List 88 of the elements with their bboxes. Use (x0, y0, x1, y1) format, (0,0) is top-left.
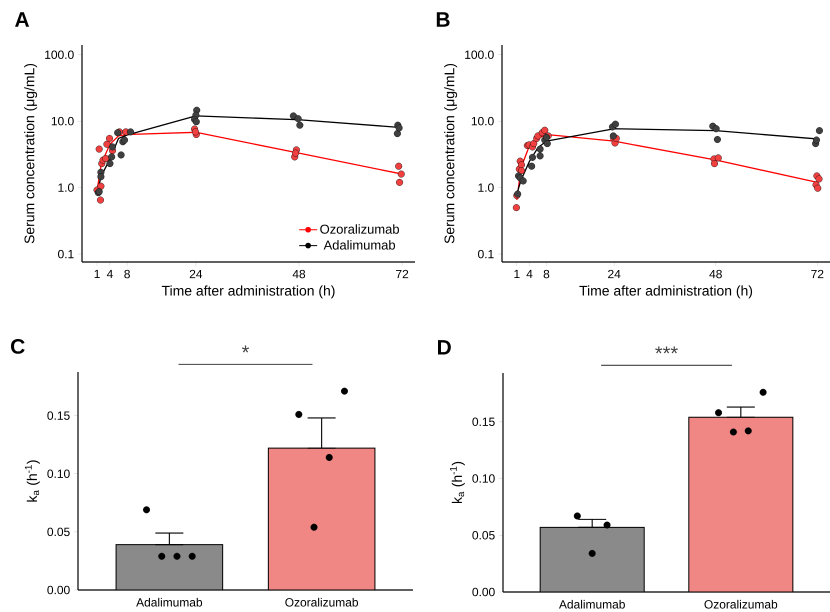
point (530, 140, 538, 148)
y-tick-label: 10.0 (52, 116, 74, 126)
y-tick-label: 10.0 (472, 116, 494, 126)
y-tick-label: 0.1 (58, 250, 74, 258)
x-tick-label: Adalimumab (136, 598, 202, 607)
x-tick-label: Ozoralizumab (285, 598, 358, 607)
point (714, 154, 722, 162)
point (296, 122, 304, 129)
point (292, 150, 300, 157)
x-tick-label: Ozoralizumab (704, 600, 778, 609)
point (108, 153, 116, 160)
point (536, 152, 544, 160)
x-tick-label: 72 (396, 270, 408, 278)
x-tick-label: Adalimumab (558, 600, 625, 609)
legend-label: Ozoralizumab (320, 224, 399, 234)
point (528, 154, 536, 161)
point (96, 146, 103, 153)
point (814, 184, 822, 192)
chart-title: D (438, 340, 451, 355)
point (528, 162, 536, 170)
chart-title: B (436, 12, 450, 27)
y-tick-label: 1.0 (478, 183, 494, 192)
point (294, 115, 302, 122)
point (610, 132, 617, 140)
point (102, 154, 110, 162)
y-axis-title: k$_{a}$ (h$^{-1}$) (450, 462, 465, 504)
y-axis-title: Serum concentration (μg/mL) (24, 64, 38, 244)
chart-title: A (15, 12, 30, 27)
point (816, 127, 823, 134)
x-tick-label: 24 (190, 270, 202, 278)
x-tick-label: 1 (514, 270, 520, 278)
x-tick-label: 8 (544, 270, 550, 278)
point (106, 160, 114, 168)
point (520, 177, 527, 184)
point (96, 196, 104, 204)
y-tick-label: 0.00 (47, 586, 70, 594)
x-tick-label: 1 (94, 270, 100, 278)
point (97, 173, 104, 180)
point (541, 126, 548, 134)
point (106, 134, 113, 142)
point (812, 136, 820, 144)
point (396, 124, 403, 132)
y-tick-label: 0.05 (472, 531, 495, 540)
y-tick-label: 0.10 (47, 470, 70, 478)
legend-label: Adalimumab (324, 240, 396, 250)
point (394, 130, 401, 138)
point (544, 140, 551, 148)
y-tick-label: 0.05 (47, 528, 70, 536)
y-tick-label: 0.00 (472, 588, 495, 596)
x-tick-label: 72 (811, 270, 824, 278)
x-tick-label: 4 (106, 270, 113, 278)
point (710, 160, 718, 168)
point (396, 178, 404, 186)
text: *** (655, 346, 678, 354)
y-tick-label: 100.0 (465, 50, 494, 59)
x-tick-label: 48 (292, 270, 306, 278)
x-tick-label: 8 (124, 270, 130, 278)
point (395, 162, 402, 170)
y-tick-label: 0.10 (472, 474, 495, 483)
point (109, 143, 116, 150)
x-axis-title: Time after administration (h) (579, 285, 752, 298)
y-tick-label: 100.0 (45, 50, 74, 59)
x-tick-label: 48 (709, 270, 722, 278)
x-tick-label: 24 (608, 270, 620, 278)
point (127, 128, 134, 136)
point (398, 170, 405, 178)
x-tick-label: 4 (526, 270, 532, 278)
y-tick-label: 0.15 (47, 411, 70, 420)
y-tick-label: 1.0 (58, 183, 74, 192)
point (612, 120, 619, 128)
y-tick-label: 0.1 (478, 250, 494, 258)
point (118, 151, 125, 158)
point (512, 204, 520, 212)
point (103, 140, 110, 148)
point (714, 136, 721, 143)
y-tick-label: 0.15 (472, 418, 495, 426)
point (536, 146, 544, 153)
point (712, 125, 720, 132)
point (97, 182, 104, 190)
y-axis-title: Serum concentration (μg/mL) (444, 64, 458, 244)
text: * (242, 346, 250, 353)
point (816, 175, 823, 182)
chart-title: C (11, 338, 25, 354)
point (192, 118, 200, 126)
point (518, 161, 525, 168)
y-axis-title: k$_{a}$ (h$^{-1}$) (24, 460, 40, 502)
point (192, 128, 199, 136)
x-axis-title: Time after administration (h) (162, 285, 335, 298)
